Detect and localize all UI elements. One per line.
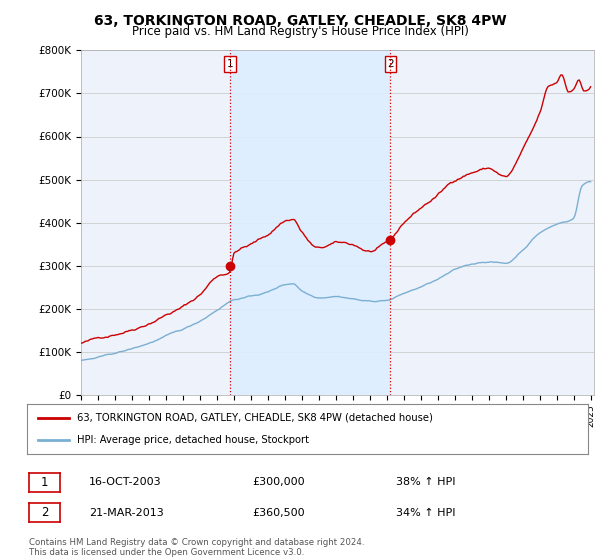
Text: Contains HM Land Registry data © Crown copyright and database right 2024.: Contains HM Land Registry data © Crown c… [29, 538, 364, 547]
Text: 63, TORKINGTON ROAD, GATLEY, CHEADLE, SK8 4PW: 63, TORKINGTON ROAD, GATLEY, CHEADLE, SK… [94, 14, 506, 28]
Text: 2: 2 [41, 506, 48, 520]
Text: 16-OCT-2003: 16-OCT-2003 [89, 477, 161, 487]
Text: HPI: Average price, detached house, Stockport: HPI: Average price, detached house, Stoc… [77, 435, 310, 445]
Bar [230, 50, 391, 395]
Text: £360,500: £360,500 [252, 508, 305, 518]
Text: 38% ↑ HPI: 38% ↑ HPI [396, 477, 455, 487]
Text: 21-MAR-2013: 21-MAR-2013 [89, 508, 164, 518]
Text: Price paid vs. HM Land Registry's House Price Index (HPI): Price paid vs. HM Land Registry's House … [131, 25, 469, 38]
Text: 63, TORKINGTON ROAD, GATLEY, CHEADLE, SK8 4PW (detached house): 63, TORKINGTON ROAD, GATLEY, CHEADLE, SK… [77, 413, 433, 423]
Text: £300,000: £300,000 [252, 477, 305, 487]
Text: 2: 2 [387, 59, 394, 69]
Text: This data is licensed under the Open Government Licence v3.0.: This data is licensed under the Open Gov… [29, 548, 304, 557]
Text: 1: 1 [41, 475, 48, 489]
Text: 1: 1 [227, 59, 233, 69]
Text: 34% ↑ HPI: 34% ↑ HPI [396, 508, 455, 518]
